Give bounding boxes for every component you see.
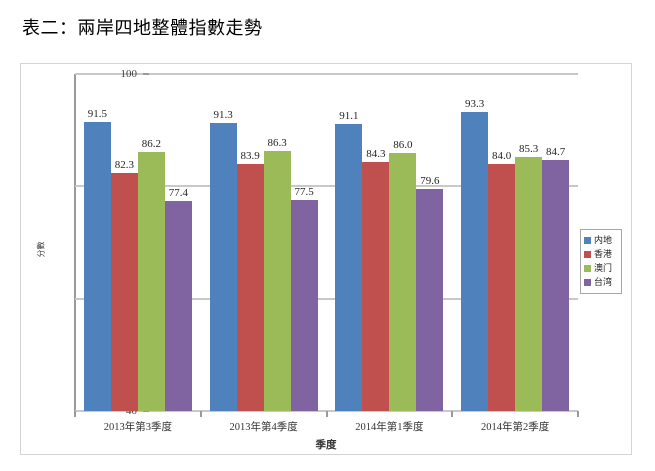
bar[interactable]: 86.0: [389, 139, 417, 411]
legend-item-香港[interactable]: 香港: [584, 248, 619, 261]
bar[interactable]: 91.1: [335, 111, 363, 411]
chart-legend: 内地 香港 澳门 台湾: [580, 229, 622, 294]
x-axis-category-label: 2014年第2季度: [481, 422, 550, 433]
bar-fill-台湾[interactable]: [416, 188, 444, 411]
legend-item-label: 香港: [594, 249, 613, 259]
bar-value-label: 82.3: [114, 159, 134, 172]
gridline-y-100: [75, 73, 578, 75]
bar-value-label: 83.9: [240, 150, 260, 163]
bar-fill-澳门[interactable]: [389, 152, 417, 411]
legend-swatch-icon: [584, 251, 591, 258]
bar-value-label: 91.5: [87, 107, 107, 120]
bar-value-label: 79.6: [420, 174, 440, 187]
x-tick-mark: [199, 411, 202, 417]
bar-fill-澳门[interactable]: [515, 156, 543, 411]
bar-fill-澳门[interactable]: [263, 150, 291, 411]
bar-fill-香港[interactable]: [236, 164, 264, 411]
gridline-y-60: [75, 297, 578, 300]
legend-swatch-icon: [584, 265, 591, 272]
bar[interactable]: 85.3: [515, 143, 543, 411]
legend-item-label: 内地: [594, 235, 613, 245]
y-axis-tick-label: 40: [126, 405, 137, 417]
bar-group-bars: 91.1 84.3 86.0 79.6: [335, 74, 444, 411]
bar-fill-台湾[interactable]: [164, 200, 192, 411]
bar[interactable]: 83.9: [236, 151, 264, 411]
bar-value-label: 86.3: [267, 136, 287, 149]
bar-fill-澳门[interactable]: [137, 151, 165, 411]
bar-value-label: 84.0: [492, 149, 512, 162]
legend-swatch-icon: [584, 237, 591, 244]
bar[interactable]: 86.3: [263, 137, 291, 411]
bar-group: 91.5 82.3 86.2 77.4: [83, 74, 192, 411]
bar-value-label: 91.3: [213, 108, 233, 121]
bar[interactable]: 79.6: [416, 175, 444, 411]
bar-value-label: 77.4: [168, 186, 188, 199]
bar[interactable]: 82.3: [110, 160, 138, 411]
bar-group: 93.3 84.0 85.3 84.7: [461, 74, 570, 411]
legend-item-label: 台湾: [594, 277, 613, 287]
y-tick-mark-100: [143, 73, 149, 75]
bar-group: 91.3 83.9 86.3 77.5: [209, 74, 318, 411]
bar-value-label: 85.3: [519, 142, 539, 155]
bar-value-label: 77.5: [294, 186, 314, 199]
bar[interactable]: 86.2: [137, 138, 165, 411]
legend-item-内地[interactable]: 内地: [584, 234, 619, 247]
bar-group-bars: 93.3 84.0 85.3 84.7: [461, 74, 570, 411]
y-axis-line: [74, 74, 76, 412]
x-axis-title: 季度: [315, 440, 337, 451]
x-tick-mark: [577, 411, 579, 417]
legend-item-label: 澳门: [594, 263, 613, 273]
bar-fill-香港[interactable]: [488, 163, 516, 411]
legend-swatch-icon: [584, 279, 591, 286]
y-axis-tick-label: 100: [120, 68, 138, 80]
bar-fill-台湾[interactable]: [290, 200, 318, 411]
bar[interactable]: 93.3: [461, 98, 489, 411]
bar[interactable]: 77.5: [290, 187, 318, 411]
x-tick-mark: [325, 411, 328, 417]
y-axis-title: 分數: [36, 241, 46, 258]
legend-item-台湾[interactable]: 台湾: [584, 276, 619, 289]
bar-fill-内地[interactable]: [209, 122, 237, 411]
x-tick-mark: [451, 411, 454, 417]
bar-value-label: 84.3: [366, 148, 386, 161]
x-axis-category-label: 2013年第4季度: [229, 422, 298, 433]
bar[interactable]: 77.4: [164, 187, 192, 411]
bar-value-label: 91.1: [339, 110, 359, 122]
bar[interactable]: 84.7: [542, 146, 570, 411]
bar[interactable]: 91.5: [83, 108, 111, 411]
bar-fill-香港[interactable]: [362, 162, 390, 411]
x-axis-category-label: 2014年第1季度: [355, 422, 424, 433]
y-tick-mark-40: [143, 410, 149, 412]
bar-group-bars: 91.3 83.9 86.3 77.5: [209, 74, 318, 411]
bar-fill-内地[interactable]: [461, 111, 489, 411]
bar[interactable]: 84.0: [488, 150, 516, 411]
page-title: 表二：兩岸四地整體指數走勢: [22, 18, 263, 38]
bar-group-bars: 91.5 82.3 86.2 77.4: [83, 74, 192, 411]
bar[interactable]: 84.3: [362, 149, 390, 411]
bar-value-label: 86.0: [393, 138, 413, 151]
bar-group: 91.1 84.3 86.0 79.6: [335, 74, 444, 411]
bar-fill-台湾[interactable]: [542, 159, 570, 411]
bar-value-label: 84.7: [546, 145, 566, 158]
bar-fill-香港[interactable]: [110, 173, 138, 411]
gridline-y-80: [75, 185, 578, 188]
bar-value-label: 86.2: [141, 137, 161, 150]
x-axis-category-label: 2013年第3季度: [103, 422, 172, 433]
bar-fill-内地[interactable]: [83, 121, 111, 411]
x-tick-mark: [74, 411, 76, 417]
bar-fill-内地[interactable]: [335, 124, 363, 411]
legend-item-澳门[interactable]: 澳门: [584, 262, 619, 275]
plot-area: 40608010091.582.386.277.491.383.986.377.…: [75, 68, 578, 417]
bar[interactable]: 91.3: [209, 109, 237, 411]
bar-value-label: 93.3: [465, 97, 485, 110]
